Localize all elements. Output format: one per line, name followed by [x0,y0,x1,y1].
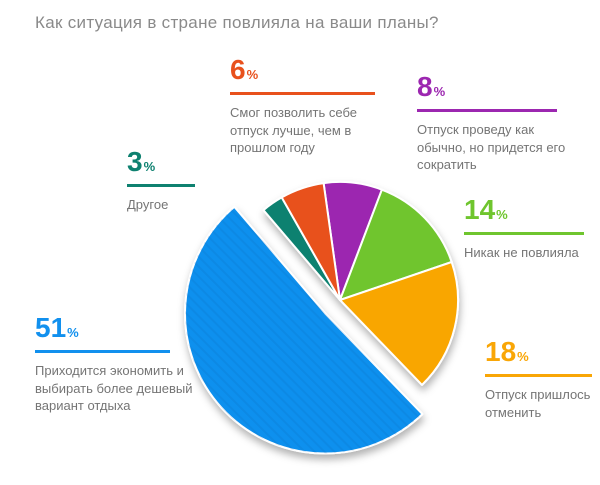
percent-sign: % [433,84,446,99]
pie-slice-6-percent[interactable] [280,182,341,301]
callout-label: Отпуск проведу как обычно, но придется е… [417,122,566,173]
callout-3-percent: 3% Другое [127,148,237,214]
callout-value: 8% [417,73,572,101]
callout-rule [464,232,584,235]
callout-label: Смог позволить себе отпуск лучше, чем в … [230,105,357,156]
callout-14-percent: 14% Никак не повлияла [464,196,596,262]
pie-slice-18-percent[interactable] [339,261,459,386]
chart-title: Как ситуация в стране повлияла на ваши п… [35,13,439,32]
callout-value: 3% [127,148,237,176]
callout-value: 18% [485,338,600,366]
callout-label: Другое [127,197,169,212]
callout-8-percent: 8% Отпуск проведу как обычно, но придетс… [417,73,572,174]
callout-value: 6% [230,56,385,84]
callout-rule [35,350,170,353]
callout-number: 18 [485,336,517,367]
pie-slice-14-percent[interactable] [339,188,453,301]
percent-sign: % [143,159,156,174]
callout-number: 51 [35,312,67,343]
callout-label: Приходится экономить и выбирать более де… [35,363,193,414]
callout-label: Отпуск пришлось отменить [485,387,591,420]
callout-label: Никак не повлияла [464,245,579,260]
percent-sign: % [246,67,259,82]
callout-rule [230,92,375,95]
callout-number: 6 [230,54,246,85]
pie-slice-stripe-texture [185,206,423,454]
percent-sign: % [496,207,508,222]
callout-6-percent: 6% Смог позволить себе отпуск лучше, чем… [230,56,385,157]
callout-51-percent: 51% Приходится экономить и выбирать боле… [35,314,193,415]
callout-18-percent: 18% Отпуск пришлось отменить [485,338,600,421]
callout-rule [485,374,592,377]
callout-rule [417,109,557,112]
callout-number: 3 [127,146,143,177]
callout-value: 14% [464,196,596,224]
callout-rule [127,184,195,187]
percent-sign: % [67,325,79,340]
callout-number: 8 [417,71,433,102]
callout-number: 14 [464,194,496,225]
percent-sign: % [517,349,529,364]
callout-value: 51% [35,314,193,342]
